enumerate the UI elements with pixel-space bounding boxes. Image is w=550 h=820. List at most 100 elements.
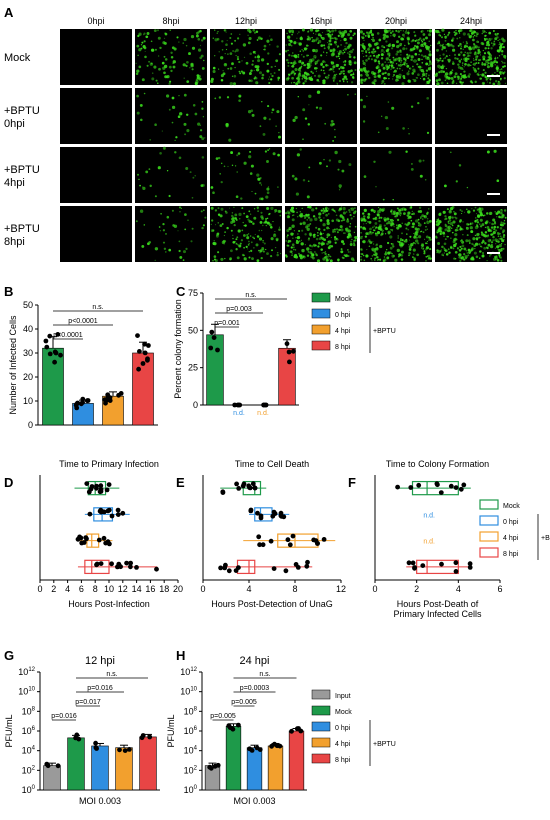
fluorescent-spot [363,223,365,225]
fluorescent-spot [240,197,243,200]
fluorescent-spot [385,227,389,231]
fluorescent-spot [451,224,454,227]
fluorescent-spot [227,67,229,70]
fluorescent-spot [424,251,426,253]
fluorescent-spot [405,150,408,153]
data-point [103,540,109,546]
fluorescent-spot [220,56,224,60]
fluorescent-spot [466,51,469,55]
x-tick-label: 10 [104,584,114,594]
fluorescent-spot [373,75,377,79]
fluorescent-spot [170,56,174,59]
fluorescent-spot [232,237,234,240]
fluorescent-spot [164,251,167,253]
fluorescent-spot [340,40,342,42]
fluorescent-spot [328,244,332,248]
micrograph-tile [285,88,357,144]
data-point [79,540,85,546]
fluorescent-spot [331,29,335,33]
fluorescent-spot [479,225,483,228]
y-axis-label: PFU/mL [4,714,14,747]
fluorescent-spot [479,54,481,56]
fluorescent-spot [426,131,430,135]
fluorescent-spot [375,226,378,229]
fluorescent-spot [456,217,458,219]
fluorescent-spot [254,65,258,69]
data-point [83,535,89,540]
fluorescent-spot [420,245,422,247]
fluorescent-spot [373,79,377,83]
fluorescent-spot [236,154,239,157]
y-tick-label: 0 [193,400,198,410]
fluorescent-spot [178,95,180,97]
fluorescent-spot [327,240,330,243]
fluorescent-spot [384,34,388,38]
fluorescent-spot [351,62,353,64]
micrograph-tile [210,88,282,144]
fluorescent-spot [298,229,301,233]
fluorescent-spot [333,73,337,77]
fluorescent-spot [460,78,463,80]
fluorescent-spot [236,256,240,260]
fluorescent-spot [250,109,254,112]
fluorescent-spot [490,241,494,244]
fluorescent-spot [277,153,280,157]
fluorescent-spot [400,258,404,261]
fluorescent-spot [243,246,246,249]
fluorescent-spot [483,37,486,40]
fluorescent-spot [473,43,475,45]
significance-label: p=0.003 [226,306,252,313]
fluorescent-spot [494,33,497,36]
fluorescent-spot [243,56,246,59]
legend-label: 4 hpi [503,535,519,542]
fluorescent-spot [483,30,486,33]
fluorescent-spot [456,37,459,40]
fluorescent-spot [383,76,386,80]
data-point [142,350,148,356]
fluorescent-spot [274,230,276,233]
fluorescent-spot [502,72,505,75]
legend-label: 0 hpi [335,312,351,319]
fluorescent-spot [388,251,392,254]
fluorescent-spot [369,230,372,234]
fluorescent-spot [269,148,271,150]
fluorescent-spot [264,220,268,224]
x-tick-label: 4 [246,584,251,594]
fluorescent-spot [494,211,496,213]
fluorescent-spot [407,128,409,130]
data-point [260,542,266,548]
fluorescent-spot [272,152,276,156]
fluorescent-spot [482,240,485,243]
fluorescent-spot [305,225,308,229]
fluorescent-spot [404,59,407,61]
data-point [313,538,319,544]
fluorescent-spot [162,41,166,45]
fluorescent-spot [374,259,376,261]
data-point [94,485,99,491]
fluorescent-spot [366,31,370,35]
fluorescent-spot [500,243,503,245]
fluorescent-spot [183,37,187,42]
fluorescent-spot [321,245,323,247]
fluorescent-spot [204,137,206,139]
fluorescent-spot [373,225,375,227]
fluorescent-spot [387,66,390,69]
fluorescent-spot [412,212,415,216]
fluorescent-spot [483,214,486,217]
fluorescent-spot [253,69,255,72]
fluorescent-spot [476,238,479,241]
y-tick-label: 0 [28,420,33,430]
data-point [439,561,444,567]
fluorescent-spot [418,53,420,56]
fluorescent-spot [455,29,457,32]
fluorescent-spot [318,81,320,83]
fluorescent-spot [412,256,414,258]
fluorescent-spot [483,246,487,250]
fluorescent-spot [344,45,346,47]
fluorescent-spot [489,78,492,81]
fluorescent-spot [503,238,505,241]
fluorescent-spot [251,63,254,66]
fluorescent-spot [469,226,473,230]
fluorescent-spot [339,225,343,229]
fluorescent-spot [259,71,262,75]
